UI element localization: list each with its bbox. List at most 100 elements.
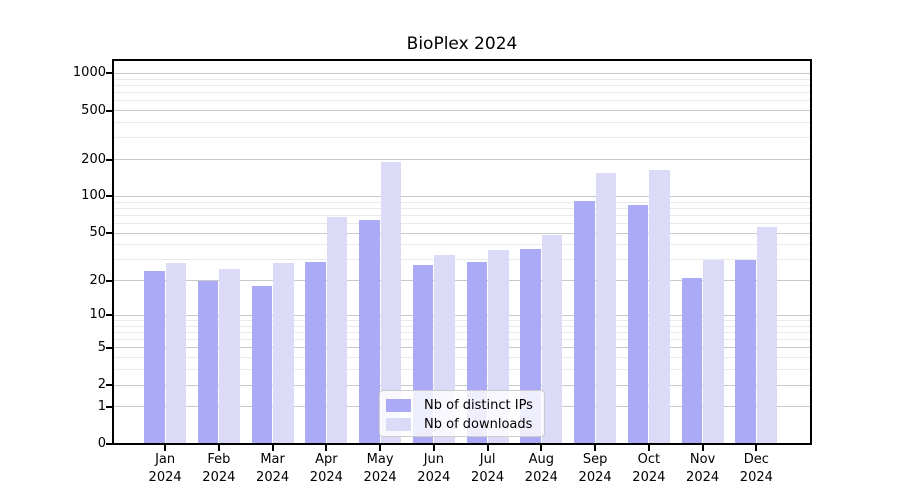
bar-distinct-ips-sep <box>574 200 595 444</box>
bar-distinct-ips-feb <box>197 280 219 444</box>
gridline <box>113 259 811 261</box>
y-tick-label: 1000 <box>72 65 106 81</box>
gridline <box>113 122 811 123</box>
y-tick-mark <box>106 384 113 387</box>
x-tick-label: Mar 2024 <box>256 452 290 485</box>
chart-title: BioPlex 2024 <box>406 34 518 54</box>
x-tick-label: Jun 2024 <box>417 452 451 485</box>
gridline <box>113 214 811 216</box>
y-tick-label: 5 <box>97 339 106 355</box>
x-tick-mark <box>164 445 167 451</box>
y-tick-mark <box>106 109 113 112</box>
gridline <box>113 137 811 139</box>
gridline <box>113 72 811 74</box>
gridline <box>113 319 811 321</box>
legend-row: Nb of distinct IPs <box>386 398 544 413</box>
y-tick-mark <box>106 279 113 282</box>
bar-downloads-dec <box>756 227 778 444</box>
bar-distinct-ips-dec <box>735 259 756 444</box>
bar-downloads-nov <box>703 259 724 444</box>
x-tick-label: Dec 2024 <box>739 452 773 485</box>
gridline <box>113 325 811 327</box>
gridline <box>113 201 811 203</box>
y-tick-label: 0 <box>97 436 106 451</box>
legend-label-downloads: Nb of downloads <box>424 417 533 432</box>
y-tick-label: 2 <box>97 377 106 393</box>
gridline <box>113 223 811 224</box>
x-tick-mark <box>594 445 597 451</box>
legend-label-distinct-ips: Nb of distinct IPs <box>424 398 533 413</box>
y-tick-mark <box>106 443 113 445</box>
gridline <box>113 357 811 359</box>
y-tick-label: 500 <box>81 102 106 118</box>
y-tick-mark <box>106 346 113 349</box>
y-tick-label: 10 <box>89 307 106 323</box>
x-tick-label: May 2024 <box>363 452 397 485</box>
bar-downloads-may <box>380 162 402 444</box>
x-tick-mark <box>755 445 758 451</box>
legend: Nb of distinct IPs Nb of downloads <box>379 390 545 437</box>
bar-downloads-mar <box>273 263 294 444</box>
bar-downloads-jan <box>165 263 187 444</box>
y-tick-label: 50 <box>89 225 106 241</box>
y-tick-mark <box>106 405 113 408</box>
x-tick-mark <box>486 445 489 451</box>
gridline <box>113 195 811 197</box>
y-tick-mark <box>106 314 113 317</box>
y-tick-mark <box>106 158 113 161</box>
y-tick-mark <box>106 72 113 75</box>
gridline <box>113 347 811 349</box>
legend-swatch-distinct-ips <box>386 399 411 412</box>
x-tick-label: Feb 2024 <box>202 452 236 485</box>
x-tick-mark <box>647 445 650 451</box>
legend-swatch-downloads <box>386 418 411 431</box>
gridline <box>113 244 811 246</box>
bar-distinct-ips-jan <box>144 271 165 444</box>
x-tick-mark <box>379 445 382 451</box>
bar-distinct-ips-apr <box>305 261 326 444</box>
gridline <box>113 280 811 282</box>
bar-distinct-ips-mar <box>251 286 273 444</box>
x-tick-label: Oct 2024 <box>632 452 666 485</box>
x-tick-mark <box>701 445 704 451</box>
gridline <box>113 110 811 112</box>
gridline <box>113 339 811 341</box>
bar-downloads-aug <box>541 235 563 444</box>
x-tick-label: Jan 2024 <box>148 452 182 485</box>
gridline <box>113 331 811 333</box>
x-tick-mark <box>325 445 328 451</box>
x-tick-label: Apr 2024 <box>309 452 343 485</box>
gridline <box>113 207 811 209</box>
y-tick-label: 1 <box>97 398 106 414</box>
x-tick-label: Jul 2024 <box>471 452 505 485</box>
bar-distinct-ips-oct <box>627 205 649 444</box>
gridline <box>113 159 811 161</box>
x-tick-label: Sep 2024 <box>578 452 612 485</box>
gridline <box>113 314 811 316</box>
bar-downloads-feb <box>219 269 240 444</box>
gridline <box>113 92 811 94</box>
x-tick-mark <box>217 445 220 451</box>
gridline <box>113 78 811 80</box>
y-tick-label: 200 <box>81 151 106 167</box>
x-tick-label: Nov 2024 <box>686 452 720 485</box>
y-tick-label: 100 <box>81 188 106 204</box>
x-tick-mark <box>271 445 274 451</box>
x-tick-mark <box>540 445 543 451</box>
x-tick-mark <box>432 445 435 451</box>
bar-distinct-ips-nov <box>681 278 703 444</box>
plot-area: Nb of distinct IPs Nb of downloads <box>112 59 812 445</box>
bar-downloads-sep <box>595 173 617 444</box>
gridline <box>113 384 811 386</box>
gridline <box>113 84 811 86</box>
gridline <box>113 100 811 102</box>
gridline <box>113 232 811 234</box>
y-tick-mark <box>106 195 113 198</box>
x-tick-label: Aug 2024 <box>524 452 558 485</box>
bar-downloads-oct <box>649 169 670 444</box>
gridline <box>113 369 811 371</box>
bar-downloads-apr <box>326 216 348 444</box>
y-tick-mark <box>106 232 113 235</box>
bar-distinct-ips-may <box>359 220 380 444</box>
